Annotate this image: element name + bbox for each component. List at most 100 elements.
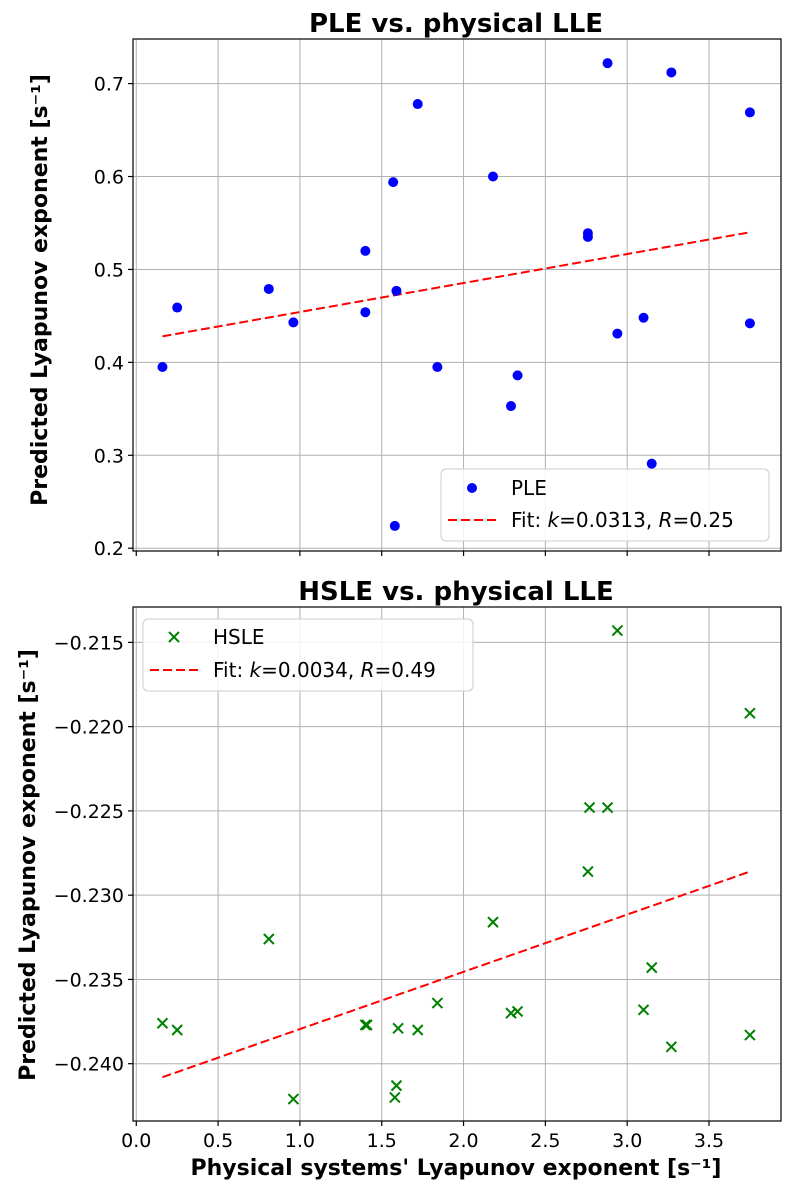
x-axis-label: Physical systems' Lyapunov exponent [s⁻¹… [191, 1156, 722, 1181]
legend-box [142, 618, 474, 692]
data-point [744, 707, 756, 719]
axis-ticks: 0.2 0.3 0.4 0.5 0.6 0.7 [94, 74, 710, 560]
data-point [263, 283, 274, 294]
y-tick-label: −0.220 [54, 717, 124, 739]
data-point [361, 1019, 373, 1031]
x-tick-label: 2.0 [448, 1130, 478, 1152]
data-point [359, 1019, 372, 1031]
fit-line-layer [162, 231, 751, 338]
legend: PLE Fit: k=0.0313, R=0.25 [440, 468, 770, 542]
y-tick-label: −0.230 [54, 885, 124, 907]
data-point [389, 520, 400, 531]
legend-marker-ple [467, 483, 477, 493]
data-point [582, 865, 594, 878]
data-point [744, 107, 755, 118]
data-point [511, 1005, 524, 1018]
legend-fit-part: =0.25 [673, 508, 734, 532]
legend-fit-part: =0.0313, [559, 508, 658, 532]
y-tick-label: 0.5 [94, 259, 124, 281]
legend-fit-part: k [548, 508, 561, 532]
x-tick-label: 3.5 [694, 1130, 724, 1152]
legend-label-fit: Fit: k=0.0313, R=0.25 [511, 508, 734, 532]
data-point [157, 362, 168, 373]
x-tick-label: 2.5 [530, 1130, 560, 1152]
data-points-layer [157, 58, 755, 531]
x-tick-label: 1.0 [285, 1130, 315, 1152]
y-tick-label: 0.3 [94, 445, 124, 467]
data-point [505, 1007, 517, 1019]
data-point [744, 318, 755, 329]
y-tick-label: −0.235 [54, 969, 124, 991]
legend-fit-part: k [250, 658, 263, 682]
grid [133, 607, 781, 1121]
panel-ple: PLE vs. physical LLE Predicted Lyapunov … [28, 9, 782, 560]
plot-frame [132, 38, 782, 552]
y-axis-label: Predicted Lyapunov exponent [s⁻¹] [16, 649, 41, 1081]
data-point [388, 177, 399, 188]
legend-fit-part: R [361, 658, 375, 682]
data-point [360, 245, 371, 256]
chart-title: HSLE vs. physical LLE [298, 577, 614, 607]
data-point [287, 1093, 300, 1105]
data-points-layer [156, 624, 756, 1105]
data-point [263, 933, 275, 945]
legend-box [440, 468, 770, 542]
legend-fit-part: Fit: [213, 658, 250, 682]
data-point [288, 317, 299, 328]
data-point [506, 401, 516, 412]
chart-title: PLE vs. physical LLE [309, 9, 603, 39]
data-point [646, 961, 658, 974]
y-tick-label: −0.240 [54, 1054, 124, 1076]
y-tick-label: 0.6 [94, 167, 124, 189]
data-point [611, 624, 624, 637]
legend-fit-part: R [659, 508, 673, 532]
data-point [172, 302, 183, 313]
legend-fit-part: =0.0034, [261, 658, 360, 682]
plot-frame [132, 606, 782, 1122]
data-point [487, 916, 499, 928]
data-point [646, 458, 657, 469]
legend-marker-hsle [168, 631, 180, 643]
data-point [171, 1024, 183, 1036]
data-point [156, 1017, 169, 1029]
data-point [638, 312, 649, 323]
y-tick-label: −0.215 [54, 632, 124, 654]
legend: HSLE Fit: k=0.0034, R=0.49 [142, 618, 474, 692]
legend-fit-part: Fit: [511, 508, 548, 532]
data-point [390, 1079, 403, 1092]
data-point [665, 1041, 678, 1053]
data-point [488, 171, 498, 182]
y-tick-label: 0.7 [94, 74, 124, 96]
data-point [666, 67, 677, 78]
data-point [744, 1029, 756, 1041]
x-tick-label: 0.5 [203, 1130, 233, 1152]
x-tick-label: 0.0 [121, 1130, 151, 1152]
legend-label-ple: PLE [511, 476, 547, 500]
x-tick-label: 1.5 [367, 1130, 397, 1152]
legend-fit-part: =0.49 [375, 658, 436, 682]
data-point [431, 997, 444, 1009]
axis-ticks: 0.0 0.5 1.0 1.5 2.0 2.5 3.0 3.5 −0.240 −0.235 −0.2… [54, 632, 724, 1152]
data-point [601, 801, 614, 814]
data-point [360, 307, 371, 318]
data-point [412, 1024, 424, 1036]
y-tick-label: −0.225 [54, 801, 124, 823]
data-point [391, 285, 402, 296]
y-axis-label: Predicted Lyapunov exponent [s⁻¹] [28, 74, 53, 506]
x-tick-label: 3.0 [612, 1130, 642, 1152]
data-point [389, 1091, 401, 1104]
y-tick-label: 0.4 [94, 352, 124, 374]
y-tick-label: 0.2 [94, 538, 124, 560]
data-point [392, 1022, 404, 1035]
fit-line [162, 231, 751, 338]
panel-hsle: HSLE vs. physical LLE Predicted Lyapunov… [16, 577, 782, 1181]
legend-label-fit: Fit: k=0.0034, R=0.49 [213, 658, 436, 682]
data-point [412, 99, 423, 110]
data-point [582, 231, 593, 242]
data-point [583, 801, 596, 814]
data-point [512, 370, 523, 381]
grid [133, 39, 781, 551]
legend-label-hsle: HSLE [213, 625, 265, 649]
